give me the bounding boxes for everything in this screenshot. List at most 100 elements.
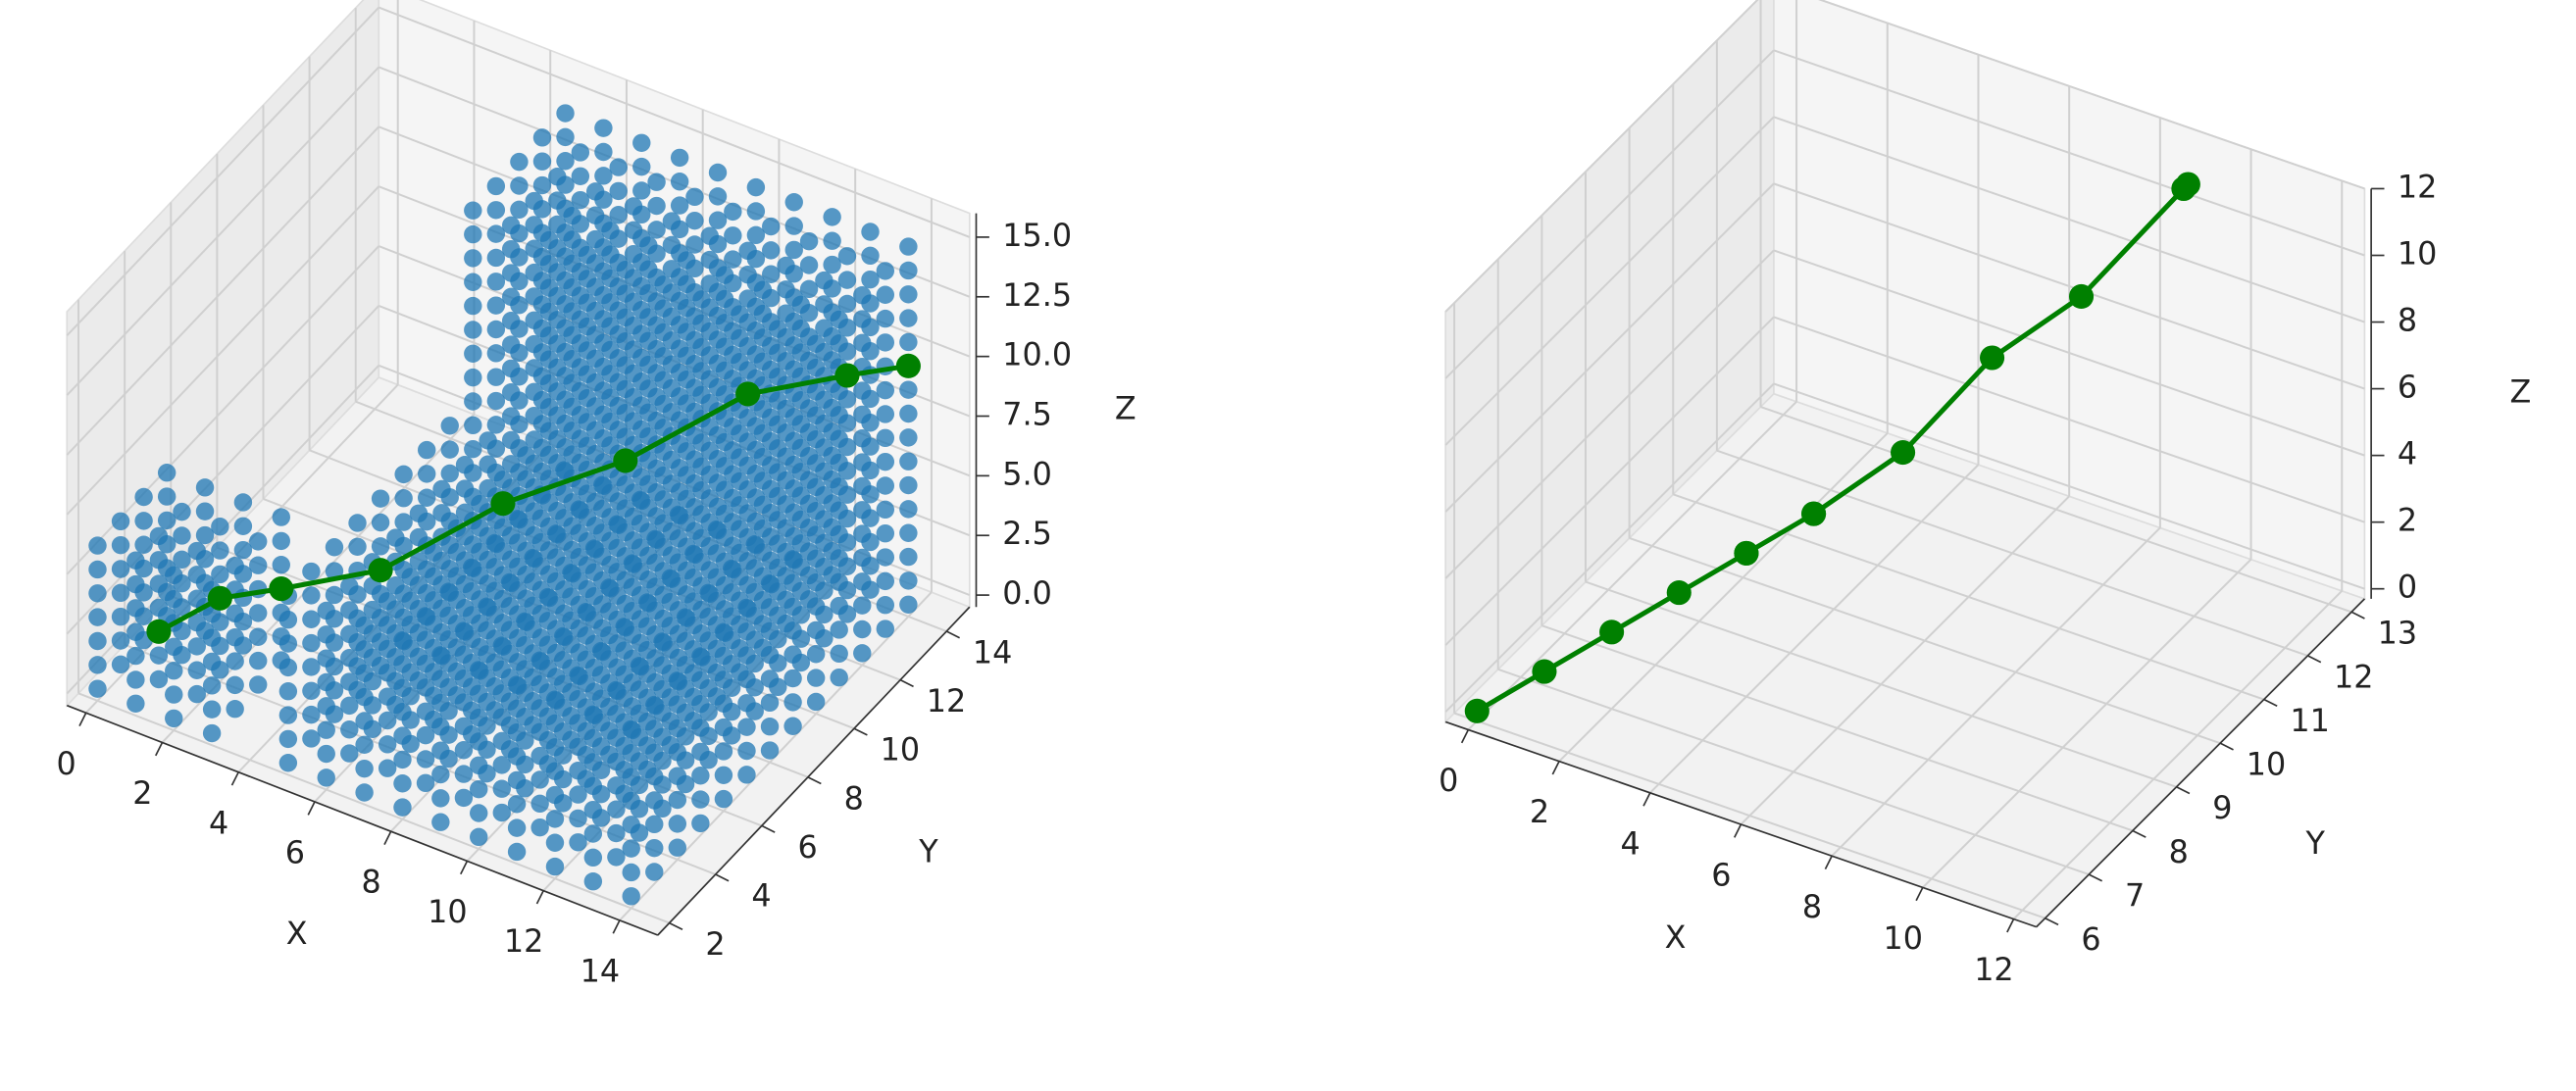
voxel-point [830,334,848,353]
grid-line [66,125,380,456]
x-axis-label: X [286,916,308,952]
voxel-point [662,260,682,278]
voxel-point [830,310,848,329]
y-tick-label: 10 [881,732,920,769]
voxel-point [830,668,848,687]
point [1734,540,1759,566]
voxel-point [600,625,619,645]
voxel-point [654,633,673,652]
voxel-point [211,518,229,536]
voxel-point [607,728,626,747]
voxel-point [478,645,496,664]
voxel-point [753,615,773,633]
voxel-point [724,250,742,269]
voxel-point [654,299,673,318]
grid-line [1922,558,2252,889]
voxel-point [715,457,734,475]
voxel-point [340,720,359,739]
voxel-point [692,624,711,643]
point [1532,659,1557,684]
grid-line [1444,182,1775,513]
voxel-point [692,314,711,332]
voxel-point [501,359,521,378]
voxel-point [378,687,397,706]
voxel-point [417,488,436,507]
voxel-point [806,525,826,544]
voxel-point [355,687,374,707]
voxel-point [386,576,405,595]
grid-line [1773,116,2365,323]
grid-line [2012,590,2343,920]
voxel-point [823,231,841,250]
voxel-point [899,547,918,567]
voxel-point [569,833,587,852]
x-tick [78,712,87,727]
voxel-point [571,167,590,186]
y-tick-label: 6 [798,829,818,866]
z-tick-label: 10 [2398,236,2437,273]
voxel-point [715,409,734,427]
voxel-point [464,344,482,364]
voxel-point [486,344,506,363]
voxel-point [654,562,673,580]
voxel-point [639,498,658,518]
y-tick [2350,611,2365,620]
voxel-point [616,356,634,374]
voxel-point [731,448,749,467]
x-tick-label: 6 [285,835,305,871]
voxel-point [769,486,787,506]
voxel-point [88,656,107,674]
voxel-point [492,684,511,703]
voxel-point [278,682,298,701]
voxel-point [769,629,787,649]
voxel-point [111,655,130,674]
point [1801,501,1827,526]
voxel-point [501,550,521,569]
voxel-point [578,365,597,384]
voxel-point [591,689,611,708]
voxel-point [853,572,872,591]
voxel-point [724,226,742,245]
voxel-point [454,669,474,688]
voxel-point [464,416,482,435]
voxel-point [317,649,335,668]
voxel-point [126,694,145,713]
voxel-point [769,415,787,434]
voxel-point [548,168,567,186]
z-tick-label: 2.5 [1002,516,1052,552]
voxel-point [769,677,787,697]
voxel-point [760,741,780,760]
voxel-point [317,769,335,787]
z-tick-label: 4 [2398,436,2417,472]
voxel-point [791,391,811,410]
voxel-point [678,251,696,270]
y-tick [669,921,683,931]
voxel-point [478,597,496,616]
voxel-point [791,534,811,553]
voxel-point [486,176,506,196]
voxel-point [165,685,183,704]
voxel-point [591,641,611,661]
voxel-point [639,570,658,589]
voxel-point [678,346,696,366]
voxel-point [823,208,841,226]
voxel-point [539,565,559,583]
voxel-point [815,271,833,290]
voxel-point [769,606,787,625]
voxel-point [616,619,634,637]
voxel-point [202,676,222,695]
voxel-point [830,406,848,424]
voxel-point [791,295,811,315]
voxel-point [607,848,626,867]
voxel-point [538,612,558,630]
voxel-point [563,493,581,512]
voxel-point [639,426,658,446]
z-tick-label: 15.0 [1002,218,1072,254]
voxel-point [647,196,666,216]
voxel-point [806,358,826,377]
voxel-point [585,229,605,249]
voxel-point [639,331,658,350]
voxel-point [761,217,781,236]
voxel-point [302,729,321,748]
voxel-point [317,697,335,716]
